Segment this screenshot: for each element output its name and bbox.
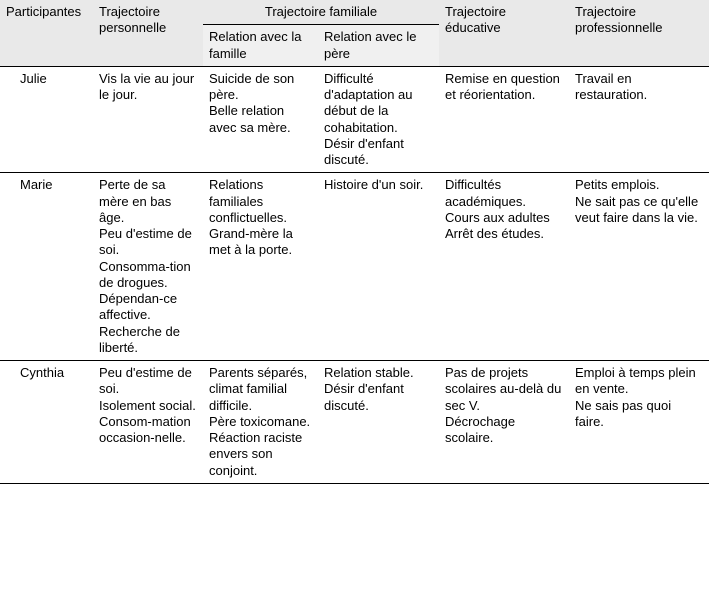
table-row: Marie Perte de sa mère en bas âge. Peu d… <box>0 173 709 361</box>
col-participants: Participantes <box>0 0 93 66</box>
cell-education: Difficultés académiques.Cours aux adulte… <box>439 173 569 361</box>
cell-family2: Histoire d'un soir. <box>318 173 439 361</box>
cell-name: Cynthia <box>0 361 93 484</box>
table-body: Julie Vis la vie au jour le jour. Suicid… <box>0 66 709 483</box>
cell-family1: Suicide de son père.Belle relation avec … <box>203 66 318 173</box>
cell-education: Pas de projets scolaires au-delà du sec … <box>439 361 569 484</box>
trajectories-table: Participantes Trajectoire personnelle Tr… <box>0 0 709 484</box>
cell-education: Remise en question et réorientation. <box>439 66 569 173</box>
cell-work: Petits emplois.Ne sait pas ce qu'elle ve… <box>569 173 709 361</box>
cell-family1: Parents séparés, climat familial diffici… <box>203 361 318 484</box>
col-work: Trajectoire professionnelle <box>569 0 709 66</box>
col-family-sub1: Relation avec la famille <box>203 25 318 67</box>
cell-personal: Vis la vie au jour le jour. <box>93 66 203 173</box>
cell-family1: Relations familiales conflictuelles.Gran… <box>203 173 318 361</box>
cell-personal: Perte de sa mère en bas âge. Peu d'estim… <box>93 173 203 361</box>
col-education: Trajectoire éducative <box>439 0 569 66</box>
cell-family2: Relation stable. Désir d'enfant discuté. <box>318 361 439 484</box>
cell-family2: Difficulté d'adaptation au début de la c… <box>318 66 439 173</box>
col-personal: Trajectoire personnelle <box>93 0 203 66</box>
cell-work: Travail en restauration. <box>569 66 709 173</box>
cell-name: Julie <box>0 66 93 173</box>
table-header: Participantes Trajectoire personnelle Tr… <box>0 0 709 66</box>
table-row: Cynthia Peu d'estime de soi.Isolement so… <box>0 361 709 484</box>
table-row: Julie Vis la vie au jour le jour. Suicid… <box>0 66 709 173</box>
col-family-group: Trajectoire familiale <box>203 0 439 25</box>
col-family-sub2: Relation avec le père <box>318 25 439 67</box>
cell-work: Emploi à temps plein en vente. Ne sais p… <box>569 361 709 484</box>
cell-name: Marie <box>0 173 93 361</box>
cell-personal: Peu d'estime de soi.Isolement social.Con… <box>93 361 203 484</box>
